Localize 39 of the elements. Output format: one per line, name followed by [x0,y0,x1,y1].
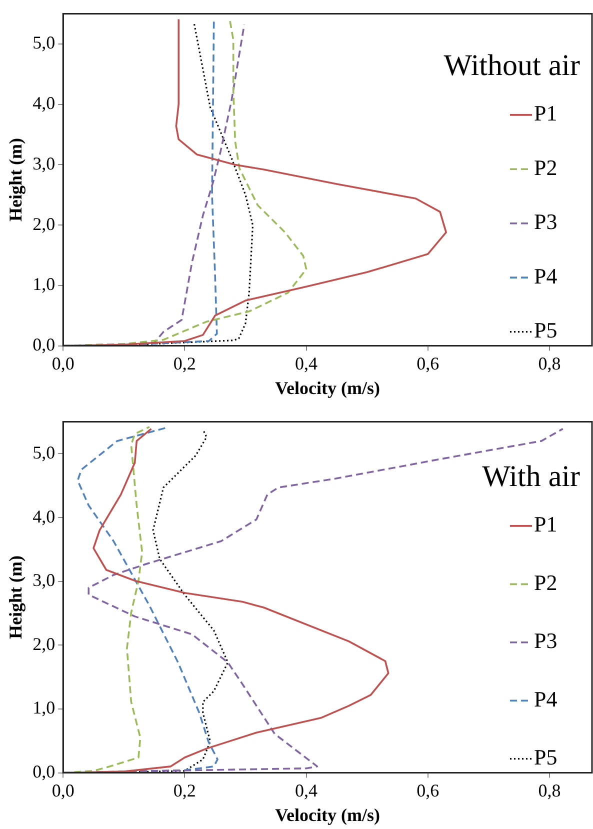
legend-label: P2 [534,154,558,180]
x-axis-title: Velocity (m/s) [275,804,380,825]
x-tick-label: 0,4 [295,353,318,374]
y-tick-label: 4,0 [32,93,56,114]
y-tick-label: 5,0 [32,442,56,462]
y-tick-label: 0,0 [32,762,56,782]
x-tick-label: 0,6 [416,780,440,800]
y-tick-label: 5,0 [32,32,56,53]
x-tick-label: 0,0 [52,780,74,800]
legend-label: P5 [534,318,558,343]
legend-label: P1 [534,100,558,126]
x-tick-label: 0,2 [173,780,196,800]
legend-label: P1 [534,512,558,537]
y-tick-label: 0,0 [32,334,56,355]
y-tick-label: 3,0 [32,153,56,174]
x-tick-label: 0,8 [538,353,561,374]
x-tick-label: 0,4 [295,780,318,800]
line-series [63,426,150,773]
legend-label: P4 [534,263,558,288]
y-axis-title: Height (m) [5,556,26,640]
legend-title: Without air [444,48,580,82]
y-tick-label: 2,0 [32,214,56,234]
y-tick-label: 1,0 [32,274,56,294]
x-tick-label: 0,6 [416,353,440,374]
y-tick-label: 4,0 [32,506,56,526]
legend-label: P4 [534,686,558,712]
x-tick-label: 0,0 [52,353,74,374]
legend-title: With air [482,460,580,493]
y-tick-label: 3,0 [32,570,56,590]
legend-label: P3 [534,628,558,654]
legend-label: P5 [534,744,558,770]
x-tick-label: 0,2 [173,353,196,374]
legend-label: P3 [534,209,558,234]
y-tick-label: 1,0 [32,698,56,718]
x-tick-label: 0,8 [538,780,561,800]
y-tick-label: 2,0 [32,634,56,654]
x-axis-title: Velocity (m/s) [275,378,380,398]
legend-label: P2 [534,570,558,595]
y-axis-title: Height (m) [5,138,26,222]
